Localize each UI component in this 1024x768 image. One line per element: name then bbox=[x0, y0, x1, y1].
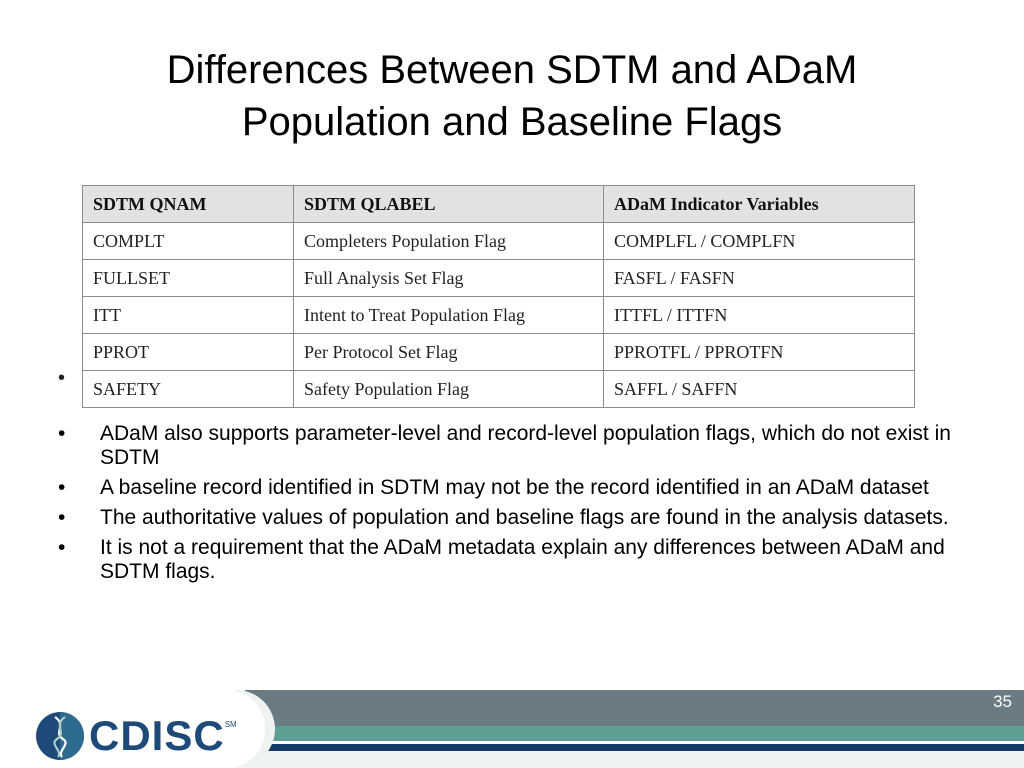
footer-band-light bbox=[245, 751, 1024, 768]
cell-qnam: ITT bbox=[82, 296, 294, 334]
bullet-text: ADaM also supports parameter-level and r… bbox=[100, 422, 951, 469]
cell-qnam: SAFETY bbox=[82, 370, 294, 408]
table-row: COMPLT Completers Population Flag COMPLF… bbox=[82, 222, 915, 260]
bullet-item: • ADaM also supports parameter-level and… bbox=[58, 422, 958, 470]
header-adam-indicator-variables: ADaM Indicator Variables bbox=[603, 185, 915, 223]
footer-band-teal bbox=[245, 726, 1024, 741]
bullet-item: • It is not a requirement that the ADaM … bbox=[58, 536, 958, 584]
bullet-text: A baseline record identified in SDTM may… bbox=[100, 476, 929, 499]
footer-band-separator bbox=[245, 741, 1024, 744]
flags-mapping-table: SDTM QNAM SDTM QLABEL ADaM Indicator Var… bbox=[82, 185, 915, 408]
table-header-row: SDTM QNAM SDTM QLABEL ADaM Indicator Var… bbox=[82, 185, 915, 223]
page-number: 35 bbox=[993, 692, 1012, 711]
service-mark: SM bbox=[224, 720, 237, 729]
cdisc-logo-text: CDISC bbox=[89, 712, 225, 759]
hidden-bullet-marker: • bbox=[58, 367, 66, 389]
cell-adam-vars: SAFFL / SAFFN bbox=[603, 370, 915, 408]
footer-band-gray bbox=[245, 690, 1024, 726]
slide-title: Differences Between SDTM and ADaM Popula… bbox=[0, 44, 1024, 148]
slide-title-line-1: Differences Between SDTM and ADaM bbox=[166, 48, 858, 92]
header-sdtm-qlabel: SDTM QLABEL bbox=[293, 185, 604, 223]
slide-footer bbox=[0, 690, 1024, 768]
cell-qlabel: Safety Population Flag bbox=[293, 370, 604, 408]
bullet-marker: • bbox=[58, 506, 66, 529]
cell-qnam: FULLSET bbox=[82, 259, 294, 297]
cell-qnam: COMPLT bbox=[82, 222, 294, 260]
bullet-text: The authoritative values of population a… bbox=[100, 506, 949, 529]
table-row: FULLSET Full Analysis Set Flag FASFL / F… bbox=[82, 259, 915, 297]
bullet-marker: • bbox=[58, 476, 66, 499]
cell-adam-vars: COMPLFL / COMPLFN bbox=[603, 222, 915, 260]
footer-band-navy bbox=[245, 744, 1024, 751]
bullet-text: It is not a requirement that the ADaM me… bbox=[100, 536, 945, 583]
bullet-item: • The authoritative values of population… bbox=[58, 506, 958, 530]
slide-title-line-2: Population and Baseline Flags bbox=[241, 100, 783, 144]
cell-qnam: PPROT bbox=[82, 333, 294, 371]
table-row: SAFETY Safety Population Flag SAFFL / SA… bbox=[82, 370, 915, 408]
cell-qlabel: Intent to Treat Population Flag bbox=[293, 296, 604, 334]
table-row: PPROT Per Protocol Set Flag PPROTFL / PP… bbox=[82, 333, 915, 371]
table-row: ITT Intent to Treat Population Flag ITTF… bbox=[82, 296, 915, 334]
cdisc-helix-icon bbox=[36, 712, 84, 760]
cell-adam-vars: PPROTFL / PPROTFN bbox=[603, 333, 915, 371]
bullet-marker: • bbox=[58, 536, 66, 559]
bullet-marker: • bbox=[58, 422, 66, 445]
cell-qlabel: Completers Population Flag bbox=[293, 222, 604, 260]
bullet-item: • A baseline record identified in SDTM m… bbox=[58, 476, 958, 500]
header-sdtm-qnam: SDTM QNAM bbox=[82, 185, 294, 223]
cell-adam-vars: ITTFL / ITTFN bbox=[603, 296, 915, 334]
cell-adam-vars: FASFL / FASFN bbox=[603, 259, 915, 297]
cell-qlabel: Full Analysis Set Flag bbox=[293, 259, 604, 297]
bullet-list: • ADaM also supports parameter-level and… bbox=[58, 422, 958, 590]
cdisc-logo: CDISC SM bbox=[35, 710, 237, 762]
cell-qlabel: Per Protocol Set Flag bbox=[293, 333, 604, 371]
